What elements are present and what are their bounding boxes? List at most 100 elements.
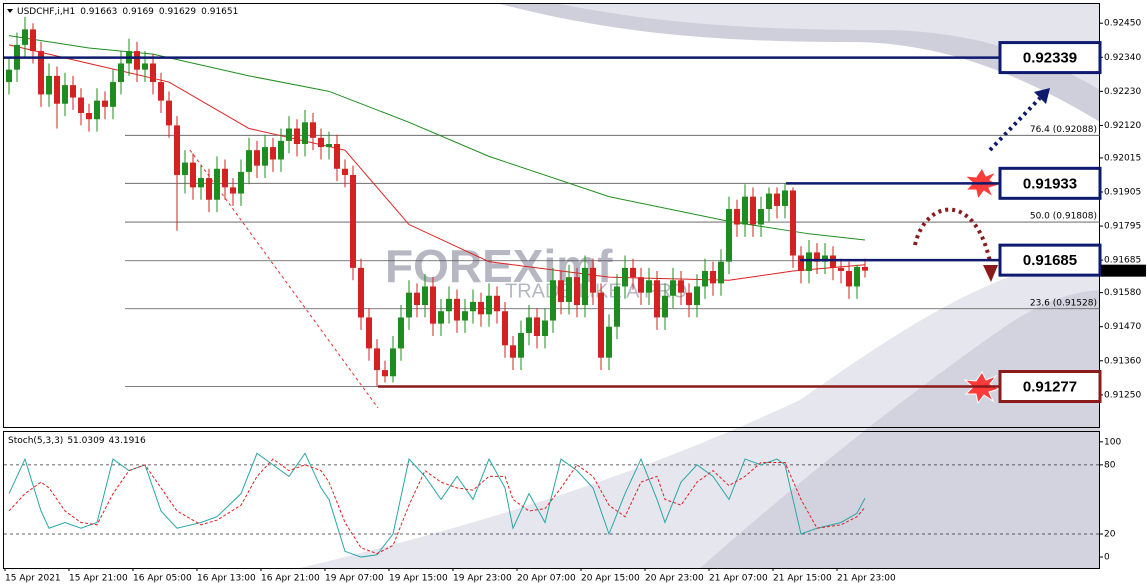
candle-body <box>94 100 100 120</box>
indicator-value: 43.1916 <box>109 436 146 446</box>
candle-body <box>414 292 420 306</box>
candle-body <box>622 267 628 287</box>
candle-body <box>590 267 596 293</box>
candle-body <box>654 280 660 318</box>
candle-body <box>838 267 844 271</box>
trend-line <box>189 149 379 409</box>
candle-body <box>406 292 412 318</box>
candle-body <box>286 128 292 141</box>
ohlc-value: 0.91663 <box>80 7 117 17</box>
candle-body <box>62 85 68 104</box>
y-tick-label: 0.91360 <box>1104 356 1141 366</box>
candle-body <box>526 317 532 333</box>
x-tick-label: 16 Apr 13:00 <box>197 574 256 584</box>
candle-body <box>270 147 276 160</box>
y-tick-label: 0.91580 <box>1104 288 1141 298</box>
candle-body <box>382 370 388 377</box>
indicator-name: Stoch(5,3,3) <box>8 436 63 446</box>
candle-body <box>734 209 740 225</box>
candle-body <box>246 150 252 172</box>
candle-body <box>470 301 476 312</box>
level-box <box>998 41 1102 75</box>
candle-body <box>206 178 212 200</box>
candle-body <box>806 252 812 271</box>
y-tick-label: 0.92230 <box>1104 87 1141 97</box>
candle-body <box>46 75 52 95</box>
candle-body <box>790 190 796 256</box>
y-tick-label: 0.91795 <box>1104 222 1141 232</box>
candle-body <box>670 280 676 296</box>
candle-body <box>686 292 692 306</box>
chart-header: USDCHF,i,H1 0.91663 0.9169 0.91629 0.91651 <box>17 7 238 17</box>
candle-body <box>78 97 84 114</box>
x-tick-label: 20 Apr 07:00 <box>517 574 576 584</box>
candle-body <box>606 326 612 358</box>
indicator-value: 51.0309 <box>67 436 104 446</box>
level-box <box>998 369 1102 403</box>
candle-body <box>366 317 372 349</box>
candle-body <box>758 209 764 225</box>
candle-body <box>230 187 236 194</box>
x-tick-label: 19 Apr 15:00 <box>389 574 448 584</box>
candle-body <box>822 255 828 262</box>
ohlc-value: 0.91629 <box>159 7 196 17</box>
y-tick-label: 0.92340 <box>1104 53 1141 63</box>
candle-body <box>798 255 804 271</box>
candle-body <box>110 82 116 107</box>
candle-body <box>598 292 604 358</box>
backdrop-shape <box>700 290 1100 568</box>
candle-body <box>254 150 260 166</box>
candle-body <box>30 29 36 52</box>
candle-body <box>134 51 140 70</box>
x-tick-label: 20 Apr 15:00 <box>581 574 640 584</box>
candle-body <box>150 63 156 83</box>
current-price: 0.91651 <box>1104 266 1141 276</box>
y-tick-label: 0.92120 <box>1104 121 1141 131</box>
candle-body <box>174 125 180 175</box>
level-label: 0.92339 <box>1023 50 1077 67</box>
candle-body <box>462 311 468 321</box>
fib-label: 50.0 (0.91808) <box>1030 212 1097 222</box>
y-tick-label: 20 <box>1104 530 1116 540</box>
stoch-line <box>8 458 866 555</box>
candle-body <box>766 193 772 210</box>
stoch-line <box>8 452 866 558</box>
candle-body <box>142 63 148 70</box>
candle-body <box>534 317 540 337</box>
x-tick-label: 19 Apr 07:00 <box>325 574 384 584</box>
candle-body <box>214 168 220 200</box>
candle-body <box>510 345 516 358</box>
candle-body <box>750 196 756 225</box>
candle-body <box>430 286 436 324</box>
candle-body <box>854 266 860 287</box>
candle-body <box>710 270 716 284</box>
arrow-head <box>983 265 998 282</box>
candle-body <box>502 311 508 346</box>
x-tick-label: 19 Apr 23:00 <box>453 574 512 584</box>
candle-body <box>38 51 44 95</box>
candle-body <box>334 143 340 169</box>
candle-body <box>478 301 484 315</box>
x-tick-label: 21 Apr 23:00 <box>837 574 896 584</box>
symbol: USDCHF,i,H1 <box>17 7 75 17</box>
candle-body <box>326 143 332 148</box>
candle-body <box>702 270 708 287</box>
x-tick-label: 20 Apr 23:00 <box>645 574 704 584</box>
candle-body <box>646 280 652 293</box>
candle-body <box>238 171 244 194</box>
y-tick-label: 0.91250 <box>1104 390 1141 400</box>
y-tick-label: 0 <box>1104 553 1110 563</box>
candle-body <box>358 267 364 318</box>
candle-body <box>550 280 556 321</box>
candle-body <box>190 162 196 188</box>
candle-body <box>454 298 460 321</box>
candle-body <box>814 252 820 262</box>
candle-body <box>198 178 204 188</box>
candle-body <box>558 280 564 302</box>
candle-body <box>662 295 668 318</box>
candle-body <box>830 255 836 268</box>
candle-body <box>6 69 12 83</box>
candle-body <box>718 261 724 284</box>
